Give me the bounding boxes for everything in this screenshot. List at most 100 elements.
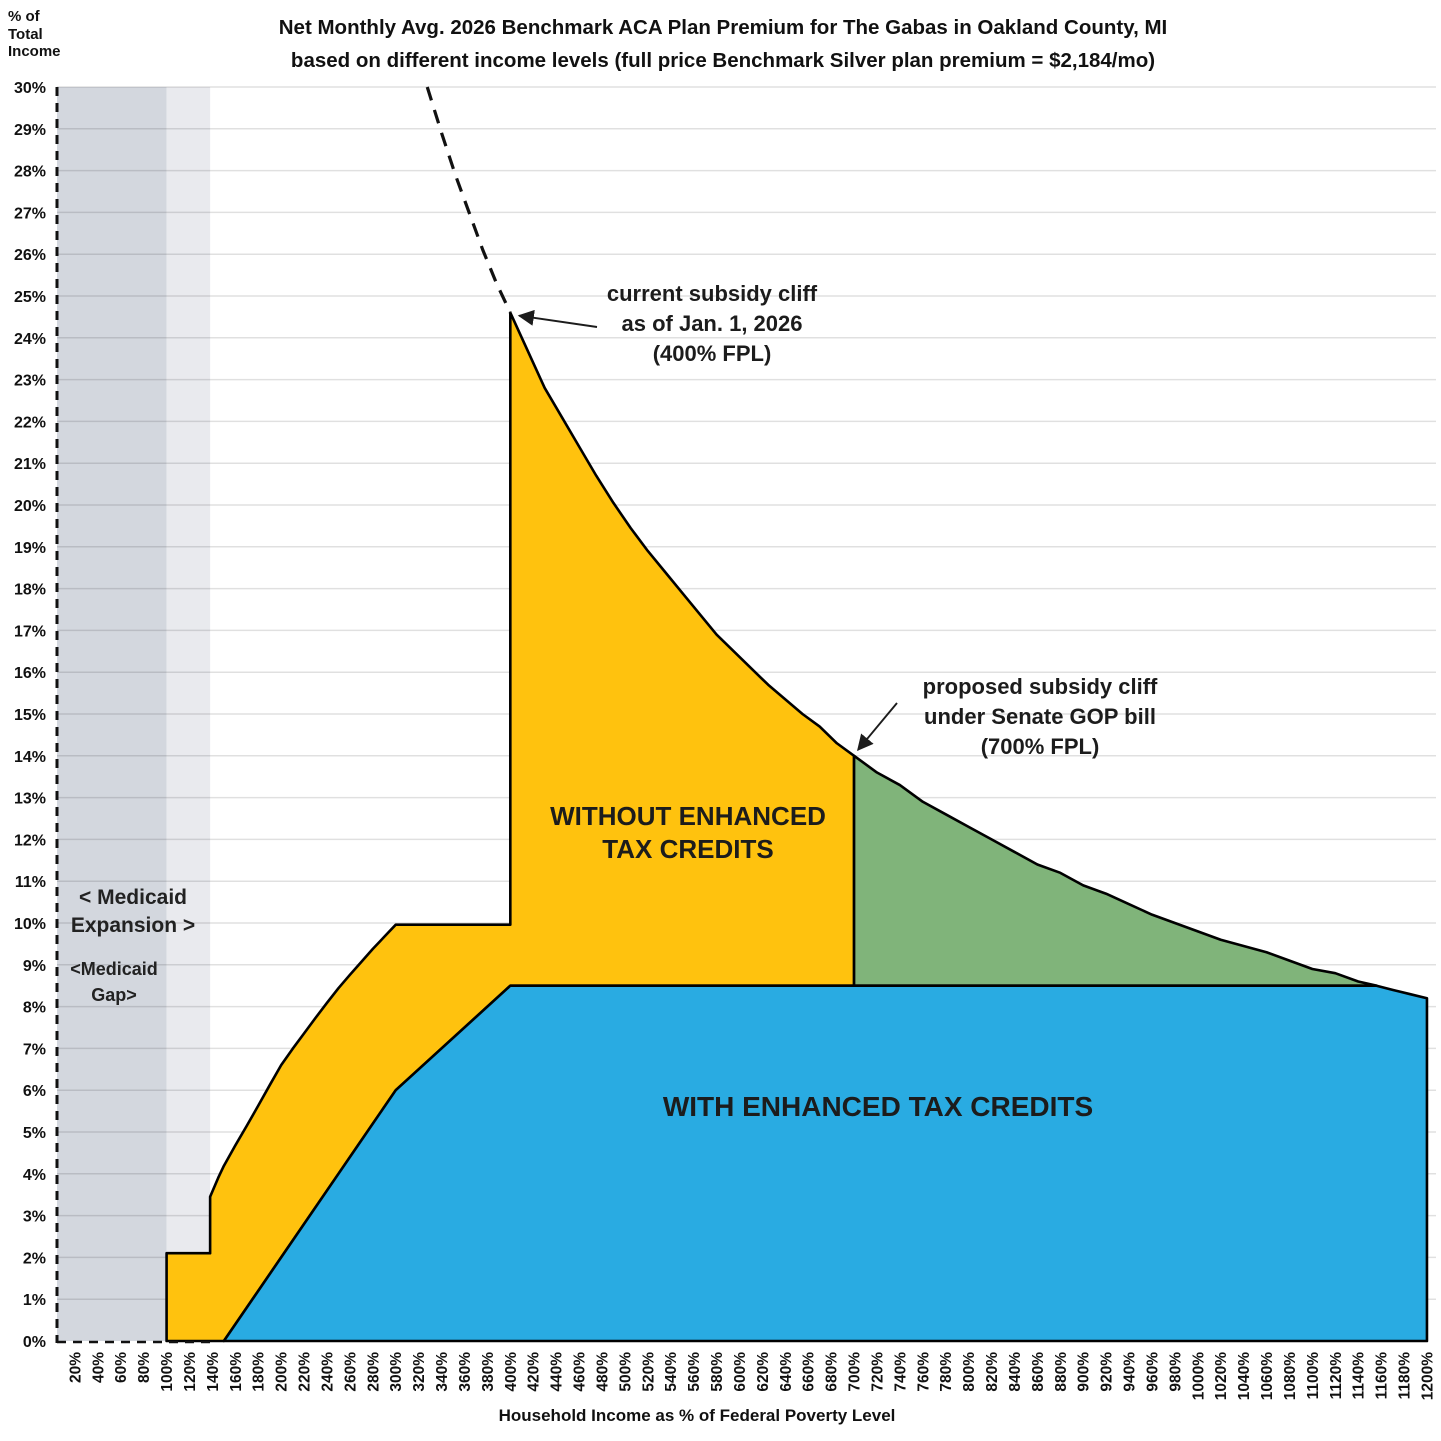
y-tick-3%: 3% — [23, 1209, 46, 1226]
x-tick-580%: 580% — [709, 1352, 726, 1392]
y-tick-18%: 18% — [14, 582, 46, 599]
y-axis-title: % of Total Income — [8, 8, 61, 60]
x-tick-480%: 480% — [594, 1352, 611, 1392]
proposed_cliff_extension_region-area — [852, 754, 1378, 988]
x-tick-960%: 960% — [1144, 1352, 1161, 1392]
x-tick-680%: 680% — [824, 1352, 841, 1392]
y-tick-28%: 28% — [14, 164, 46, 181]
x-tick-320%: 320% — [411, 1352, 428, 1392]
x-tick-980%: 980% — [1167, 1352, 1184, 1392]
x-tick-180%: 180% — [251, 1352, 268, 1392]
y-tick-17%: 17% — [14, 623, 46, 640]
x-tick-760%: 760% — [915, 1352, 932, 1392]
x-tick-620%: 620% — [755, 1352, 772, 1392]
current-cliff-arrow — [517, 309, 598, 328]
y-tick-21%: 21% — [14, 456, 46, 473]
full-price-dashed-curve — [425, 86, 512, 314]
x-tick-80%: 80% — [136, 1352, 153, 1383]
x-tick-660%: 660% — [801, 1352, 818, 1392]
x-tick-20%: 20% — [67, 1352, 84, 1383]
x-tick-860%: 860% — [1030, 1352, 1047, 1392]
x-tick-840%: 840% — [1007, 1352, 1024, 1392]
y-tick-7%: 7% — [23, 1041, 46, 1058]
y-tick-1%: 1% — [23, 1292, 46, 1309]
y-tick-19%: 19% — [14, 540, 46, 557]
x-tick-800%: 800% — [961, 1352, 978, 1392]
x-tick-1160%: 1160% — [1374, 1352, 1391, 1400]
with-enhanced-credits-label: WITH ENHANCED TAX CREDITS — [662, 1091, 1094, 1122]
y-tick-27%: 27% — [14, 205, 46, 222]
y-tick-11%: 11% — [15, 874, 46, 891]
x-tick-720%: 720% — [869, 1352, 886, 1392]
x-tick-1140%: 1140% — [1351, 1352, 1368, 1400]
x-tick-360%: 360% — [457, 1352, 474, 1392]
chart-title-line1: Net Monthly Avg. 2026 Benchmark ACA Plan… — [278, 16, 1168, 39]
x-tick-1100%: 1100% — [1305, 1352, 1322, 1400]
x-tick-140%: 140% — [205, 1352, 222, 1392]
x-tick-340%: 340% — [434, 1352, 451, 1392]
x-tick-1080%: 1080% — [1282, 1352, 1299, 1400]
x-tick-1040%: 1040% — [1236, 1352, 1253, 1400]
x-tick-380%: 380% — [480, 1352, 497, 1392]
x-tick-1120%: 1120% — [1328, 1352, 1345, 1400]
without-enhanced-credits-label: WITHOUT ENHANCED TAX CREDITS — [550, 801, 826, 864]
x-tick-820%: 820% — [984, 1352, 1001, 1392]
y-tick-25%: 25% — [14, 289, 46, 306]
y-tick-0%: 0% — [23, 1334, 46, 1351]
current-subsidy-cliff-annotation: current subsidy cliff as of Jan. 1, 2026… — [606, 281, 818, 366]
y-tick-24%: 24% — [14, 331, 46, 348]
x-tick-440%: 440% — [549, 1352, 566, 1392]
medicaid-expansion-band-upper — [166, 87, 211, 1341]
x-tick-420%: 420% — [526, 1352, 543, 1392]
y-tick-10%: 10% — [14, 916, 46, 933]
y-tick-4%: 4% — [23, 1167, 46, 1184]
y-tick-29%: 29% — [14, 122, 46, 139]
x-tick-1000%: 1000% — [1190, 1352, 1207, 1400]
x-tick-560%: 560% — [686, 1352, 703, 1392]
x-tick-1020%: 1020% — [1213, 1352, 1230, 1400]
y-tick-5%: 5% — [23, 1125, 46, 1142]
x-tick-1060%: 1060% — [1259, 1352, 1276, 1400]
y-tick-14%: 14% — [14, 749, 46, 766]
x-tick-120%: 120% — [182, 1352, 199, 1392]
x-tick-260%: 260% — [342, 1352, 359, 1392]
y-tick-2%: 2% — [23, 1250, 46, 1267]
x-tick-160%: 160% — [228, 1352, 245, 1392]
x-tick-240%: 240% — [319, 1352, 336, 1392]
x-tick-200%: 200% — [274, 1352, 291, 1392]
y-tick-9%: 9% — [23, 958, 46, 975]
chart-title: Net Monthly Avg. 2026 Benchmark ACA Plan… — [279, 11, 1168, 77]
proposed-cliff-arrow — [857, 702, 898, 752]
x-tick-920%: 920% — [1099, 1352, 1116, 1392]
x-tick-300%: 300% — [388, 1352, 405, 1392]
x-tick-540%: 540% — [663, 1352, 680, 1392]
proposed-subsidy-cliff-annotation: proposed subsidy cliff under Senate GOP … — [922, 674, 1158, 759]
x-tick-520%: 520% — [640, 1352, 657, 1392]
y-tick-15%: 15% — [14, 707, 46, 724]
y-tick-6%: 6% — [23, 1083, 46, 1100]
y-tick-12%: 12% — [14, 832, 46, 849]
x-tick-640%: 640% — [778, 1352, 795, 1392]
x-tick-740%: 740% — [892, 1352, 909, 1392]
x-tick-500%: 500% — [617, 1352, 634, 1392]
x-tick-700%: 700% — [847, 1352, 864, 1392]
x-tick-280%: 280% — [365, 1352, 382, 1392]
y-tick-30%: 30% — [14, 80, 46, 97]
medicaid-expansion-band — [57, 87, 167, 1341]
y-tick-16%: 16% — [14, 665, 46, 682]
x-tick-1200%: 1200% — [1419, 1352, 1436, 1400]
x-tick-100%: 100% — [159, 1352, 176, 1392]
without_enhanced_tax_credits-area — [165, 311, 856, 1343]
medicaid-gap-label: <Medicaid Gap> — [70, 959, 158, 1005]
x-tick-940%: 940% — [1122, 1352, 1139, 1392]
x-tick-220%: 220% — [297, 1352, 314, 1392]
x-axis-title: Household Income as % of Federal Poverty… — [498, 1406, 896, 1425]
x-tick-1180%: 1180% — [1397, 1352, 1414, 1400]
y-tick-20%: 20% — [14, 498, 46, 515]
x-tick-780%: 780% — [938, 1352, 955, 1392]
y-tick-13%: 13% — [14, 791, 46, 808]
medicaid-expansion-label: < Medicaid Expansion > — [70, 886, 196, 937]
y-tick-23%: 23% — [14, 373, 46, 390]
with_enhanced_tax_credits-area — [222, 984, 1429, 1343]
